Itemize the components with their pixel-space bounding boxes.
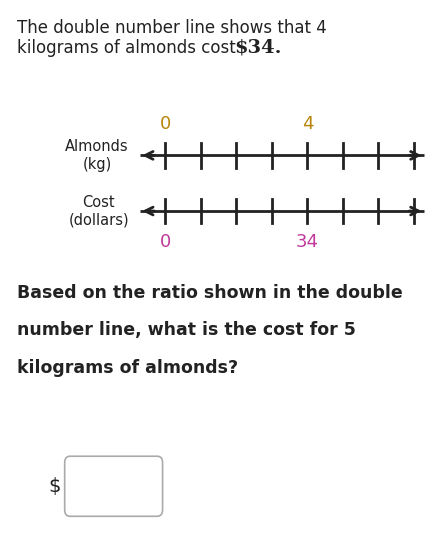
FancyBboxPatch shape — [65, 456, 163, 516]
Text: Based on the ratio shown in the double: Based on the ratio shown in the double — [17, 284, 403, 302]
Text: kilograms of almonds?: kilograms of almonds? — [17, 359, 239, 377]
Text: 4: 4 — [302, 115, 313, 133]
Text: 34: 34 — [296, 233, 319, 251]
Text: number line, what is the cost for 5: number line, what is the cost for 5 — [17, 321, 356, 339]
Text: Almonds
(kg): Almonds (kg) — [65, 139, 129, 171]
Text: 0: 0 — [160, 233, 171, 251]
Text: The double number line shows that 4: The double number line shows that 4 — [17, 19, 327, 37]
Text: Cost
(dollars): Cost (dollars) — [68, 195, 129, 227]
Text: kilograms of almonds cost: kilograms of almonds cost — [17, 39, 242, 57]
Text: $: $ — [49, 477, 61, 496]
Text: $34.: $34. — [234, 39, 281, 57]
Text: 0: 0 — [160, 115, 171, 133]
